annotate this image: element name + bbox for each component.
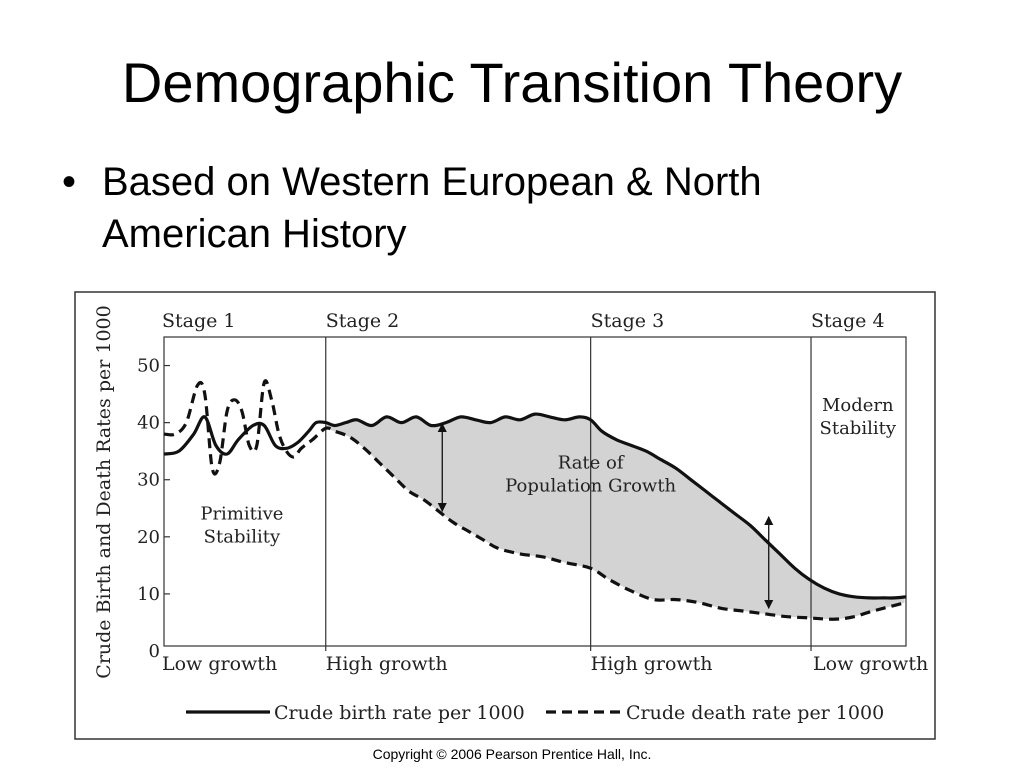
growth-label: High growth xyxy=(591,653,713,675)
death-rate-line xyxy=(163,379,907,621)
growth-label: Low growth xyxy=(813,653,928,675)
stage-label: Stage 1 xyxy=(162,310,236,332)
bullet-marker: • xyxy=(62,160,77,204)
population-growth-area xyxy=(325,414,905,619)
growth-label: High growth xyxy=(326,653,448,675)
y-tick-label: 50 xyxy=(137,356,160,377)
chart-annotation: Primitive Stability xyxy=(200,504,283,548)
y-tick-label: 20 xyxy=(137,527,160,548)
legend-death-label: Crude death rate per 1000 xyxy=(626,702,884,724)
stage-label: Stage 2 xyxy=(326,310,400,332)
chart-annotation: Modern Stability xyxy=(820,395,897,439)
legend-birth-label: Crude birth rate per 1000 xyxy=(274,702,525,724)
stage-label: Stage 3 xyxy=(591,310,665,332)
copyright-notice: Copyright © 2006 Pearson Prentice Hall, … xyxy=(372,746,652,762)
y-tick-label: 10 xyxy=(137,584,160,605)
plot-frame xyxy=(163,336,907,647)
bullet-text: Based on Western European & North Americ… xyxy=(102,160,762,256)
slide-title: Demographic Transition Theory xyxy=(121,51,903,114)
y-axis-label: Crude Birth and Death Rates per 1000 xyxy=(93,305,115,678)
y-tick-label: 30 xyxy=(137,470,160,491)
y-tick-label: 0 xyxy=(149,641,160,662)
y-tick-label: 40 xyxy=(137,413,160,434)
demographic-transition-chart: 0 10 20 30 40 50 Stage 1 Low growth Stage 2 High… xyxy=(74,291,936,740)
chart-annotation: Rate of Population Growth xyxy=(505,452,676,496)
growth-label: Low growth xyxy=(162,653,277,675)
stage-label: Stage 4 xyxy=(811,310,885,332)
birth-rate-line xyxy=(163,412,907,600)
